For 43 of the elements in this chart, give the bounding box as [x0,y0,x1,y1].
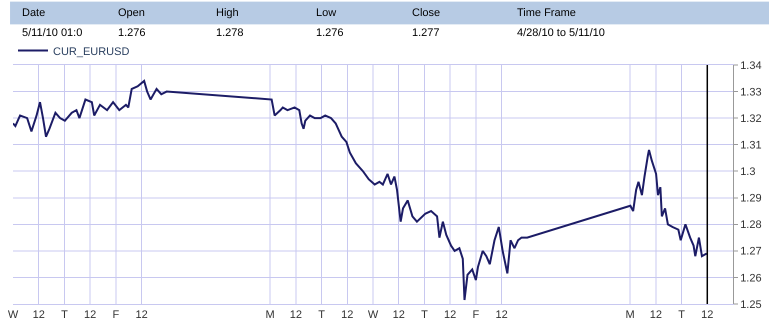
x-tick-label: M [626,309,635,322]
y-tick-label: 1.34 [740,60,762,72]
x-tick-label: F [472,309,480,322]
text: 1.278 [216,27,244,39]
text: Open [118,7,145,19]
x-tick-label: T [318,309,326,322]
x-tick-label: 12 [650,309,662,322]
text: Low [316,7,336,19]
x-tick-label: 12 [495,309,508,322]
y-tick-label: 1.3 [740,166,756,178]
y-tick-label: 1.32 [740,112,762,125]
y-tick-label: 1.28 [740,219,762,232]
y-tick-label: 1.33 [740,86,762,98]
x-tick-label: W [368,309,379,322]
text: 1.277 [412,27,440,39]
x-tick-label: W [8,309,19,322]
text: 4/28/10 to 5/11/10 [517,27,605,39]
x-tick-label: F [112,309,120,322]
x-tick-label: 12 [135,309,148,322]
x-tick-label: 12 [290,309,302,322]
x-tick-label: 12 [84,309,96,322]
text: Close [412,7,440,19]
legend-label: CUR_EURUSD [53,46,130,58]
x-tick-label: M [266,309,275,322]
x-tick-label: T [421,309,428,322]
x-tick-label: 12 [32,309,45,322]
y-tick-label: 1.26 [740,272,762,284]
text: 1.276 [118,27,146,39]
text: 5/11/10 01:0 [22,27,82,39]
text: High [216,7,239,19]
x-tick-label: 12 [444,309,456,322]
x-tick-label: T [61,309,68,322]
y-tick-label: 1.29 [740,192,762,205]
x-tick-label: T [678,309,686,322]
x-tick-label: 12 [392,309,405,322]
y-tick-label: 1.25 [740,298,762,311]
text: Date [22,7,46,19]
text: Time Frame [517,7,576,19]
y-tick-label: 1.31 [740,140,762,152]
y-tick-label: 1.27 [740,246,762,258]
text: 1.276 [316,27,344,39]
x-tick-label: 12 [341,309,354,322]
x-tick-label: 12 [701,309,714,322]
